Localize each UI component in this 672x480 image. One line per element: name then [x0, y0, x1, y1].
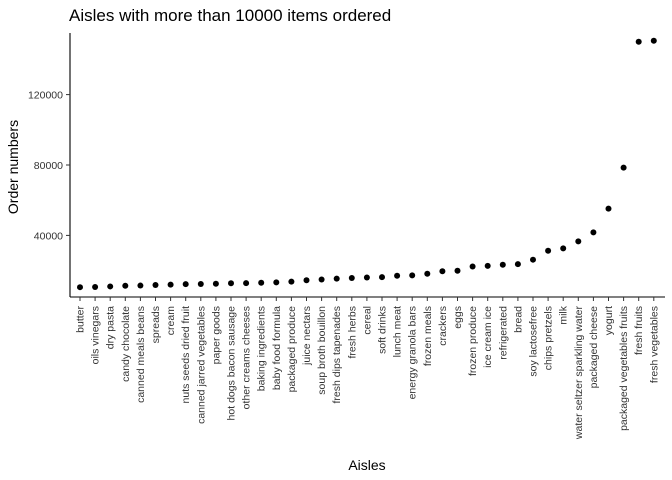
x-axis-title: Aisles [348, 457, 385, 473]
x-tick-label: bread [512, 306, 524, 333]
x-tick-label: hot dogs bacon sausage [226, 306, 238, 421]
x-tick-label: ice cream ice [482, 306, 494, 368]
x-tick-label: chips pretzels [543, 306, 555, 370]
x-tick-label: paper goods [210, 306, 222, 364]
x-tick-label: yogurt [603, 306, 615, 335]
x-tick-label: cream [165, 306, 177, 335]
data-point [575, 238, 582, 245]
x-tick-label: energy granola bars [407, 306, 419, 399]
data-point [167, 281, 174, 288]
x-tick-label: dry pasta [105, 306, 117, 349]
data-point [212, 280, 219, 287]
data-point [363, 274, 370, 281]
x-tick-label: soup broth bouillon [316, 306, 328, 395]
data-points [77, 37, 657, 291]
data-point [499, 261, 506, 268]
x-tick-label: oils vinegars [90, 306, 102, 364]
data-point [514, 261, 521, 268]
data-point [348, 274, 355, 281]
x-tick-label: cereal [361, 306, 373, 335]
data-point [152, 282, 159, 289]
x-tick-label: baking ingredients [256, 306, 268, 391]
data-point [107, 283, 114, 290]
x-tick-label: crackers [437, 306, 449, 346]
data-point [122, 282, 129, 289]
data-point [394, 272, 401, 279]
data-point [590, 229, 597, 236]
x-tick-label: fresh dips tapenades [331, 306, 343, 403]
x-tick-label: canned jarred vegetables [195, 306, 207, 424]
y-tick-label: 120000 [28, 90, 63, 102]
data-point [243, 280, 250, 287]
x-tick-label: fresh fruits [633, 306, 645, 355]
data-point [484, 262, 491, 269]
data-point [454, 267, 461, 274]
x-tick-label: juice nectars [301, 306, 313, 366]
x-tick-label: packaged produce [286, 306, 298, 393]
data-point [379, 274, 385, 281]
x-tick-label: fresh herbs [346, 306, 358, 359]
data-point [303, 277, 310, 284]
x-tick-label: packaged cheese [588, 306, 600, 388]
data-point [439, 268, 446, 275]
data-point [560, 245, 567, 252]
x-tick-label: refrigerated [497, 306, 509, 360]
data-point [137, 282, 144, 289]
data-point [318, 276, 325, 283]
data-point [333, 275, 340, 282]
chart-title: Aisles with more than 10000 items ordere… [69, 6, 391, 25]
x-tick-label: spreads [150, 306, 162, 343]
data-point [424, 270, 431, 277]
x-tick-label: milk [558, 305, 570, 324]
data-point [605, 205, 612, 212]
x-tick-label: soft drinks [377, 306, 389, 354]
data-point [469, 263, 476, 270]
data-point [258, 279, 265, 286]
data-point [228, 280, 234, 287]
data-point [197, 280, 204, 287]
x-tick-label: lunch meat [392, 306, 404, 357]
x-tick-label: butter [75, 306, 87, 333]
x-tick-label: fresh vegetables [648, 306, 660, 383]
data-point [530, 256, 536, 263]
x-tick-label: candy chocolate [120, 306, 132, 382]
x-tick-label: frozen meals [422, 306, 434, 366]
x-tick-label: other creams cheeses [241, 306, 253, 409]
data-point [545, 247, 552, 254]
data-point [409, 272, 416, 279]
x-tick-label: eggs [452, 306, 464, 329]
x-tick-label: baby food formula [271, 306, 283, 390]
data-point [273, 279, 280, 286]
y-tick-label: 40000 [34, 230, 63, 242]
x-tick-label: nuts seeds dried fruit [180, 306, 192, 404]
y-tick-label: 80000 [34, 160, 63, 172]
data-point [288, 278, 295, 285]
y-axis-title: Order numbers [5, 120, 21, 214]
x-axis: butter oils vinegars dry pasta candy chocol… [70, 296, 665, 441]
x-tick-label: packaged vegetables fruits [618, 306, 630, 431]
x-tick-label: water seltzer sparkling water [573, 306, 585, 441]
x-tick-label: canned meals beans [135, 306, 147, 403]
data-point [92, 283, 99, 290]
data-point [650, 37, 657, 44]
data-point [620, 164, 627, 171]
y-axis: 40000 80000 120000 [28, 33, 71, 297]
data-point [182, 281, 189, 288]
x-tick-label: frozen produce [467, 306, 479, 376]
data-point [77, 284, 83, 291]
data-point [635, 38, 642, 45]
x-tick-label: soy lactosefree [528, 306, 540, 377]
